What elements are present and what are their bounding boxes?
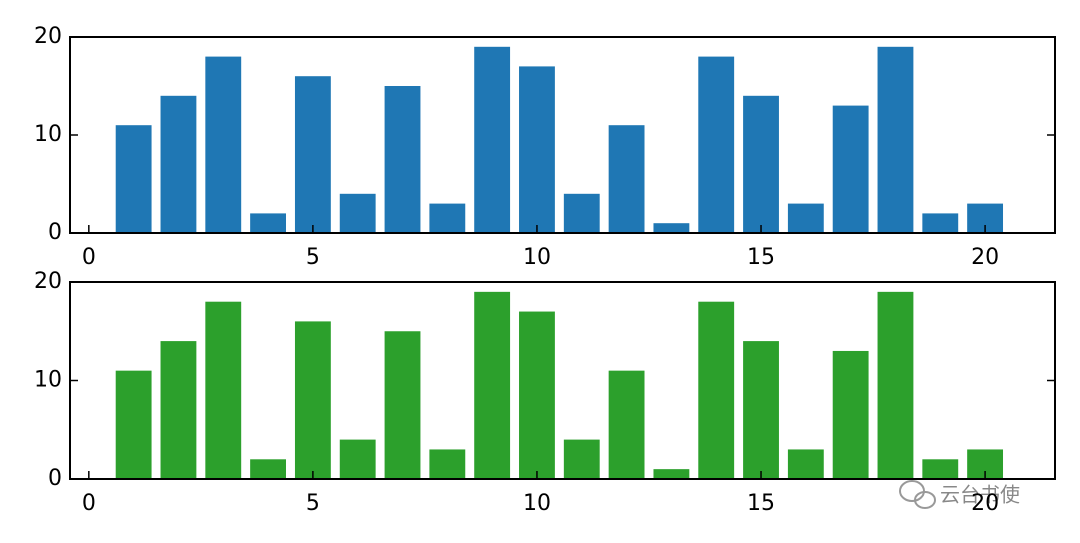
bar <box>698 56 735 233</box>
bar <box>250 213 287 233</box>
y-tick-label: 0 <box>48 220 62 245</box>
bar <box>653 469 690 479</box>
bar <box>384 331 421 479</box>
bar <box>384 86 421 233</box>
bar <box>160 95 197 233</box>
y-tick-label: 20 <box>34 24 62 49</box>
x-tick-label: 15 <box>747 245 775 270</box>
x-tick-label: 5 <box>306 245 320 270</box>
x-tick-label: 10 <box>523 491 551 516</box>
bar <box>115 370 152 479</box>
x-tick-label: 20 <box>971 491 999 516</box>
y-tick-label: 10 <box>34 122 62 147</box>
bar <box>339 193 376 233</box>
bar <box>294 321 331 479</box>
bar <box>294 76 331 233</box>
bar <box>743 95 779 233</box>
bar <box>519 311 555 479</box>
x-tick-label: 0 <box>82 491 96 516</box>
x-tick-label: 5 <box>306 491 320 516</box>
bar <box>698 301 735 479</box>
y-tick-label: 10 <box>34 368 62 393</box>
bar <box>922 213 959 233</box>
bar <box>608 370 645 479</box>
bar <box>563 439 600 479</box>
bar <box>832 350 869 479</box>
watermark-icon <box>899 480 936 509</box>
bar <box>205 56 242 233</box>
x-tick-label: 20 <box>971 245 999 270</box>
y-tick-label: 20 <box>34 269 62 294</box>
bar <box>339 439 376 479</box>
bar <box>519 66 555 234</box>
x-tick-label: 15 <box>747 491 775 516</box>
bar <box>787 449 824 479</box>
x-tick-label: 0 <box>82 245 96 270</box>
bar <box>474 291 511 479</box>
bar <box>832 105 869 233</box>
bar <box>250 459 287 479</box>
bar <box>922 459 959 479</box>
bar <box>608 125 645 233</box>
bar <box>429 449 466 479</box>
bar <box>653 223 690 233</box>
y-tick-label: 0 <box>48 466 62 491</box>
bar <box>563 193 600 233</box>
bar <box>787 203 824 233</box>
bar <box>877 291 914 479</box>
bar <box>474 46 511 233</box>
bar <box>160 341 197 479</box>
bar <box>743 341 779 479</box>
bar <box>429 203 466 233</box>
watermark: 云台书使 <box>940 483 1020 507</box>
bar <box>115 125 152 233</box>
bar <box>205 301 242 479</box>
x-tick-label: 10 <box>523 245 551 270</box>
bar <box>877 46 914 233</box>
